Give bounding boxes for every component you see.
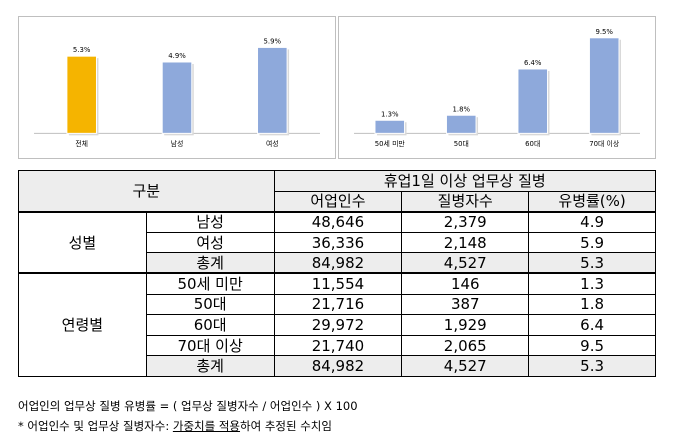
table-cell: 36,336 — [273, 231, 403, 254]
table-row: 성별 남성 48,646 2,379 4.9 — [18, 210, 656, 274]
bar — [257, 46, 288, 134]
table-cell: 6.4 — [528, 314, 656, 336]
row-label: 70대 이상 — [145, 334, 275, 357]
chart-panel-age: 1.3% 50세 미만 1.8% 50대 6.4% 60대 9.5% 70대 이상 — [338, 16, 656, 159]
col-header-patients: 질병자수 — [401, 190, 530, 213]
bar-value-label: 1.8% — [452, 105, 470, 113]
header-group-cell: 구분 — [18, 169, 275, 213]
bar-chart-age: 1.3% 50세 미만 1.8% 50대 6.4% 60대 9.5% 70대 이상 — [354, 28, 640, 148]
col-header-workers: 어업인수 — [273, 190, 403, 213]
table-cell: 2,379 — [401, 210, 530, 233]
bar-value-label: 6.4% — [524, 59, 542, 67]
table-row: 70대 이상 21,740 2,065 9.5 — [19, 334, 656, 357]
table-cell: 4,527 — [401, 355, 530, 377]
bar — [588, 37, 620, 134]
bar-value-label: 5.9% — [264, 37, 282, 45]
table-cell: 5.3 — [528, 355, 656, 377]
footnote-underlined: 가중치를 적용 — [172, 419, 241, 433]
category-label: 50세 미만 — [375, 139, 406, 148]
table-cell: 2,148 — [401, 231, 530, 254]
col-header-prevalence: 유병률(%) — [528, 190, 656, 213]
row-label: 남성 — [145, 210, 275, 233]
table-cell: 5.9 — [528, 231, 656, 254]
table-row: 총계 84,982 4,527 5.3 — [19, 355, 656, 377]
table-cell: 4.9 — [528, 210, 656, 233]
row-label: 50대 — [145, 293, 275, 316]
table-cell: 1.3 — [528, 272, 656, 295]
table-cell: 48,646 — [273, 210, 403, 233]
row-label: 50세 미만 — [145, 272, 275, 295]
chart-panel-overall-gender: 5.3% 전체 4.9% 남성 5.9% 여성 — [18, 16, 336, 159]
bar — [161, 61, 193, 134]
row-label: 60대 — [145, 314, 275, 336]
section-label: 연령별 — [18, 272, 147, 377]
formula-note: 어업인의 업무상 질병 유병률 = ( 업무상 질병자수 / 어업인수 ) X … — [18, 399, 358, 413]
bar-value-label: 9.5% — [595, 28, 613, 36]
bar — [517, 68, 549, 134]
footnote: * 어업인수 및 업무상 질병자수: 가중치를 적용하여 추정된 수치임 — [18, 418, 332, 434]
table-cell: 4,527 — [401, 252, 530, 274]
bar — [445, 114, 477, 134]
table-cell: 9.5 — [528, 334, 656, 357]
bar — [374, 119, 406, 134]
table-cell: 21,740 — [273, 334, 403, 357]
prevalence-table: 구분 휴업1일 이상 업무상 질병 어업인수 질병자수 유병률(%) 성별 남성 4… — [18, 169, 657, 377]
bar-value-label: 1.3% — [381, 110, 399, 118]
table-cell: 1,929 — [401, 314, 530, 336]
table-cell: 84,982 — [273, 252, 403, 274]
table-cell: 29,972 — [273, 314, 403, 336]
row-label: 총계 — [145, 355, 275, 377]
table-row: 60대 29,972 1,929 6.4 — [19, 314, 656, 336]
table-row: 연령별 50세 미만 11,554 146 1.3 — [18, 272, 656, 377]
category-label: 여성 — [266, 139, 279, 148]
bar — [66, 55, 97, 134]
row-label: 여성 — [145, 231, 275, 254]
category-label: 70대 이상 — [589, 139, 620, 148]
table-cell: 21,716 — [273, 293, 403, 316]
bar-value-label: 5.3% — [73, 46, 91, 54]
header-main-cell: 휴업1일 이상 업무상 질병 — [273, 170, 657, 192]
footnote-suffix: 하여 추정된 수치임 — [240, 419, 332, 433]
table-cell: 387 — [401, 293, 530, 316]
bar-chart-overall-gender: 5.3% 전체 4.9% 남성 5.9% 여성 — [34, 37, 320, 148]
bar-value-label: 4.9% — [168, 52, 186, 60]
table-cell: 11,554 — [273, 272, 403, 295]
row-label: 총계 — [145, 252, 275, 274]
table-row: 총계 84,982 4,527 5.3 — [19, 252, 656, 274]
table-cell: 146 — [401, 272, 530, 295]
section-label: 성별 — [18, 210, 147, 274]
footnote-prefix: * 어업인수 및 업무상 질병자수: — [18, 419, 173, 433]
table-cell: 1.8 — [528, 293, 656, 316]
table-cell: 2,065 — [401, 334, 530, 357]
table-cell: 5.3 — [528, 252, 656, 274]
category-label: 남성 — [171, 139, 184, 148]
category-label: 전체 — [75, 139, 88, 148]
table-cell: 84,982 — [273, 355, 403, 377]
category-label: 60대 — [525, 140, 540, 148]
category-label: 50대 — [454, 140, 469, 148]
